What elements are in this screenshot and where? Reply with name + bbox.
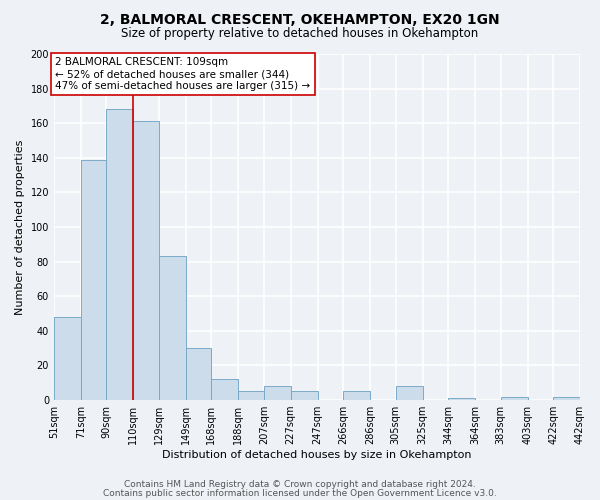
Y-axis label: Number of detached properties: Number of detached properties	[15, 140, 25, 314]
Bar	[54, 317, 81, 400]
X-axis label: Distribution of detached houses by size in Okehampton: Distribution of detached houses by size …	[162, 450, 472, 460]
Bar	[500, 396, 527, 400]
Bar	[159, 256, 186, 400]
Bar	[133, 122, 159, 400]
Text: Contains public sector information licensed under the Open Government Licence v3: Contains public sector information licen…	[103, 488, 497, 498]
Bar	[291, 392, 317, 400]
Bar	[238, 392, 264, 400]
Bar	[343, 392, 370, 400]
Bar	[211, 380, 238, 400]
Text: Contains HM Land Registry data © Crown copyright and database right 2024.: Contains HM Land Registry data © Crown c…	[124, 480, 476, 489]
Bar	[81, 160, 106, 400]
Bar	[448, 398, 475, 400]
Text: 2 BALMORAL CRESCENT: 109sqm
← 52% of detached houses are smaller (344)
47% of se: 2 BALMORAL CRESCENT: 109sqm ← 52% of det…	[55, 58, 310, 90]
Bar	[553, 396, 580, 400]
Text: Size of property relative to detached houses in Okehampton: Size of property relative to detached ho…	[121, 28, 479, 40]
Text: 2, BALMORAL CRESCENT, OKEHAMPTON, EX20 1GN: 2, BALMORAL CRESCENT, OKEHAMPTON, EX20 1…	[100, 12, 500, 26]
Bar	[186, 348, 211, 400]
Bar	[264, 386, 291, 400]
Bar	[106, 110, 133, 400]
Bar	[395, 386, 422, 400]
